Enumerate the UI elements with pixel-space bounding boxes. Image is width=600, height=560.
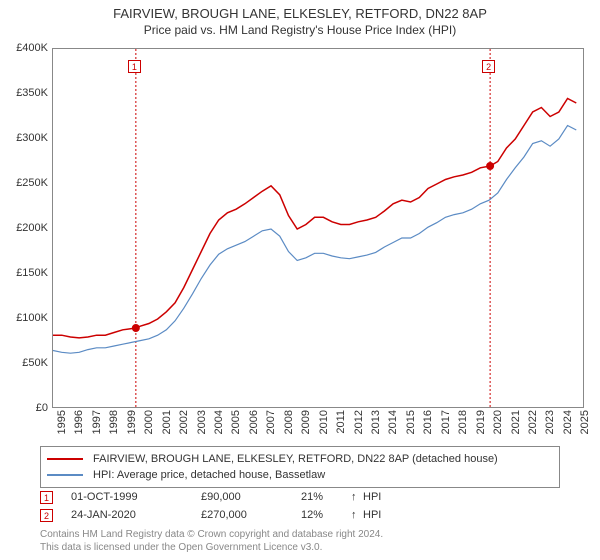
up-arrow-icon: ↑ (351, 509, 363, 521)
row-price: £270,000 (201, 509, 301, 521)
footer-attribution: Contains HM Land Registry data © Crown c… (40, 528, 383, 554)
x-axis-label: 2012 (353, 410, 365, 434)
x-axis-label: 2020 (492, 410, 504, 434)
x-axis-label: 2016 (422, 410, 434, 434)
chart-area: £0£50K£100K£150K£200K£250K£300K£350K£400… (52, 48, 584, 408)
table-row: 2 24-JAN-2020 £270,000 12% ↑ HPI (40, 506, 403, 524)
x-axis-label: 2025 (579, 410, 591, 434)
y-axis-label: £350K (16, 87, 48, 99)
row-pct: 21% (301, 491, 351, 503)
plot-svg (53, 49, 585, 409)
row-price: £90,000 (201, 491, 301, 503)
y-axis-label: £250K (16, 177, 48, 189)
row-pct: 12% (301, 509, 351, 521)
chart-title: FAIRVIEW, BROUGH LANE, ELKESLEY, RETFORD… (0, 0, 600, 21)
x-axis-label: 2014 (387, 410, 399, 434)
x-axis-label: 2003 (196, 410, 208, 434)
y-axis-label: £50K (22, 357, 48, 369)
legend-label: FAIRVIEW, BROUGH LANE, ELKESLEY, RETFORD… (93, 453, 498, 465)
x-axis-label: 2019 (475, 410, 487, 434)
x-axis-label: 2004 (213, 410, 225, 434)
y-axis-label: £150K (16, 267, 48, 279)
x-axis-label: 2021 (510, 410, 522, 434)
x-axis-label: 2006 (248, 410, 260, 434)
legend-swatch (47, 458, 83, 460)
row-hpi: HPI (363, 509, 403, 521)
chart-marker-box: 2 (482, 60, 495, 73)
chart-container: FAIRVIEW, BROUGH LANE, ELKESLEY, RETFORD… (0, 0, 600, 560)
x-axis-label: 2015 (405, 410, 417, 434)
x-axis-label: 2009 (300, 410, 312, 434)
x-axis-label: 2002 (178, 410, 190, 434)
up-arrow-icon: ↑ (351, 491, 363, 503)
y-axis-label: £0 (36, 402, 48, 414)
x-axis-label: 2024 (562, 410, 574, 434)
x-axis-label: 1996 (73, 410, 85, 434)
x-axis-label: 2022 (527, 410, 539, 434)
x-axis-label: 1995 (56, 410, 68, 434)
row-hpi: HPI (363, 491, 403, 503)
x-axis-label: 2013 (370, 410, 382, 434)
y-axis-label: £100K (16, 312, 48, 324)
x-axis-label: 2017 (440, 410, 452, 434)
x-axis-label: 2018 (457, 410, 469, 434)
chart-marker-box: 1 (128, 60, 141, 73)
x-axis-label: 1999 (126, 410, 138, 434)
x-axis-label: 2007 (265, 410, 277, 434)
x-axis-label: 1998 (108, 410, 120, 434)
plot-background (52, 48, 584, 408)
y-axis-label: £300K (16, 132, 48, 144)
x-axis-label: 2008 (283, 410, 295, 434)
table-row: 1 01-OCT-1999 £90,000 21% ↑ HPI (40, 488, 403, 506)
footer-line: Contains HM Land Registry data © Crown c… (40, 528, 383, 541)
x-axis-label: 2010 (318, 410, 330, 434)
x-axis-label: 2023 (544, 410, 556, 434)
chart-subtitle: Price paid vs. HM Land Registry's House … (0, 21, 600, 37)
row-marker: 2 (40, 509, 53, 522)
row-date: 24-JAN-2020 (71, 509, 201, 521)
x-axis-label: 2000 (143, 410, 155, 434)
x-axis-label: 2011 (335, 410, 347, 434)
y-axis-label: £400K (16, 42, 48, 54)
legend-item: HPI: Average price, detached house, Bass… (47, 467, 553, 483)
legend-item: FAIRVIEW, BROUGH LANE, ELKESLEY, RETFORD… (47, 451, 553, 467)
x-axis-label: 2001 (161, 410, 173, 434)
legend-label: HPI: Average price, detached house, Bass… (93, 469, 325, 481)
legend-swatch (47, 474, 83, 476)
x-axis-label: 2005 (230, 410, 242, 434)
legend: FAIRVIEW, BROUGH LANE, ELKESLEY, RETFORD… (40, 446, 560, 488)
footer-line: This data is licensed under the Open Gov… (40, 541, 383, 554)
y-axis-label: £200K (16, 222, 48, 234)
row-date: 01-OCT-1999 (71, 491, 201, 503)
x-axis-label: 1997 (91, 410, 103, 434)
row-marker: 1 (40, 491, 53, 504)
data-table: 1 01-OCT-1999 £90,000 21% ↑ HPI 2 24-JAN… (40, 488, 403, 524)
